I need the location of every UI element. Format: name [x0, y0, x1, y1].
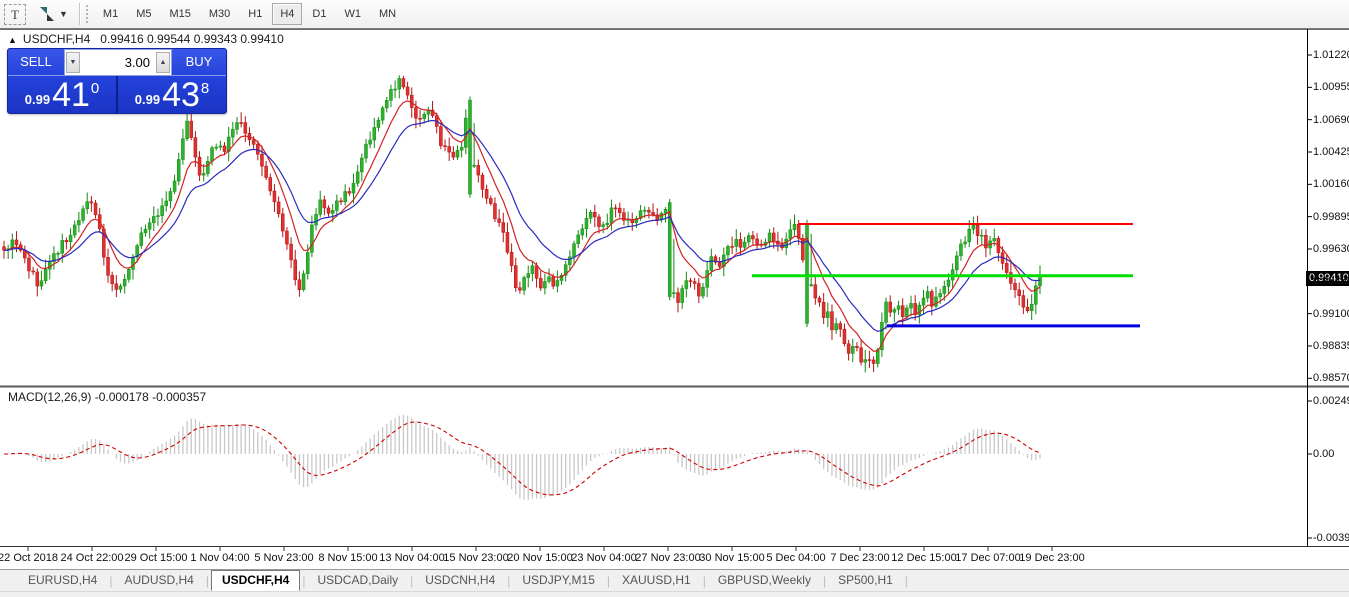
time-axis-label: 17 Dec 07:00 [955, 552, 1021, 564]
macd-axis-label: 0.00 [1313, 448, 1335, 460]
chevron-down-icon: ▼ [59, 9, 68, 19]
tab-separator: | [410, 573, 414, 588]
chart-tab-bar: EURUSD,H4 | AUDUSD,H4 | USDCHF,H4 | USDCAD,Dai… [0, 569, 1349, 591]
macd-indicator-label: MACD(12,26,9) -0.000178 -0.000357 [8, 390, 207, 404]
chart-tab-XAUUSD-H1[interactable]: XAUUSD,H1 [622, 573, 691, 587]
tab-separator: | [702, 573, 706, 588]
time-axis-label: 5 Dec 04:00 [766, 552, 826, 564]
time-axis-label: 5 Nov 23:00 [254, 552, 314, 564]
sell-button[interactable]: SELL [8, 49, 64, 76]
chart-tab-USDCHF-H4[interactable]: USDCHF,H4 [210, 570, 301, 591]
volume-stepper: ▼ 3.00 ▲ [64, 49, 172, 76]
buy-price-base: 0.99 [134, 92, 161, 107]
time-axis-label: 22 Oct 2018 [0, 552, 58, 564]
macd-axis-label: -0.003913 [1313, 532, 1349, 544]
tab-separator: | [109, 573, 113, 588]
chart-tab-SP500-H1[interactable]: SP500,H1 [838, 573, 893, 587]
buy-price[interactable]: 0.99 43 8 [118, 76, 226, 113]
time-axis-label: 7 Dec 23:00 [830, 552, 890, 564]
timeframe-button-M1[interactable]: M1 [102, 8, 119, 20]
time-axis-label: 30 Nov 15:00 [699, 552, 765, 564]
chart-window[interactable]: ▲ USDCHF,H4 0.99416 0.99544 0.99343 0.9941… [0, 29, 1349, 569]
price-axis-label: 0.99630 [1313, 242, 1349, 255]
price-axis-label: 1.00160 [1313, 178, 1349, 191]
time-axis-label: 1 Nov 04:00 [190, 552, 250, 564]
tab-separator: | [302, 573, 306, 588]
time-axis-label: 19 Dec 23:00 [1019, 552, 1085, 564]
current-price-tag: 0.99410 [1306, 271, 1349, 286]
timeframe-button-W1[interactable]: W1 [344, 8, 361, 20]
price-axis-label: 0.99100 [1313, 307, 1349, 320]
volume-increase-button[interactable]: ▲ [156, 52, 170, 73]
price-axis-label: 1.00425 [1313, 145, 1349, 158]
tab-separator: | [205, 573, 209, 588]
macd-axis-label: 0.002492 [1313, 395, 1349, 407]
tab-separator: | [507, 573, 511, 588]
timeframe-button-M30[interactable]: M30 [208, 8, 231, 20]
timeframe-button-MN[interactable]: MN [378, 8, 397, 20]
buy-price-point: 8 [200, 80, 210, 97]
timeframe-button-M15[interactable]: M15 [169, 8, 191, 20]
price-axis-label: 0.98835 [1313, 339, 1349, 352]
toolbar-separator [78, 3, 81, 25]
price-axis-label: 0.98570 [1313, 372, 1349, 385]
price-axis-label: 1.01220 [1313, 49, 1349, 61]
sell-price-pips: 41 [52, 76, 90, 114]
time-axis-label: 13 Nov 04:00 [379, 552, 445, 564]
price-axis-label: 0.99365 [1313, 275, 1349, 288]
price-axis-label: 1.00955 [1313, 81, 1349, 94]
time-axis-label: 27 Nov 23:00 [635, 552, 701, 564]
top-toolbar: T ▼ M1 M5 M15 M30 H1 H4 D1 W1 MN [0, 0, 1349, 29]
chart-canvas[interactable] [0, 29, 1349, 569]
collapse-panel-icon[interactable]: ▲ [8, 35, 17, 45]
time-axis-label: 8 Nov 15:00 [318, 552, 378, 564]
time-axis-label: 24 Oct 22:00 [60, 552, 124, 564]
time-axis-label: 29 Oct 15:00 [124, 552, 188, 564]
tab-separator: | [606, 573, 610, 588]
one-click-trading-panel: SELL ▼ 3.00 ▲ BUY 0.99 41 0 0.99 43 8 [7, 48, 227, 114]
chart-ohlc-values: 0.99416 0.99544 0.99343 0.99410 [100, 32, 284, 46]
chart-title: ▲ USDCHF,H4 0.99416 0.99544 0.99343 0.9941… [8, 32, 284, 46]
text-tool-button[interactable]: T [4, 3, 26, 25]
sell-price-base: 0.99 [24, 92, 51, 107]
time-axis-label: 12 Dec 15:00 [891, 552, 957, 564]
status-bar [0, 591, 1349, 597]
timeframe-button-H4[interactable]: H4 [272, 3, 303, 25]
buy-price-pips: 43 [162, 76, 200, 114]
price-axis-label: 0.99895 [1313, 210, 1349, 223]
time-axis-label: 20 Nov 15:00 [507, 552, 573, 564]
chart-tab-AUDUSD-H4[interactable]: AUDUSD,H4 [124, 573, 194, 587]
chart-tab-GBPUSD-Weekly[interactable]: GBPUSD,Weekly [717, 573, 811, 587]
chart-symbol: USDCHF,H4 [22, 32, 91, 46]
order-arrows-icon [39, 6, 55, 22]
volume-input[interactable]: 3.00 [124, 55, 150, 70]
timeframe-button-H1[interactable]: H1 [248, 8, 263, 20]
price-axis-label: 1.00690 [1313, 113, 1349, 126]
time-axis-label: 23 Nov 04:00 [571, 552, 637, 564]
tab-separator: | [904, 573, 908, 588]
buy-button[interactable]: BUY [172, 49, 226, 76]
sell-price-point: 0 [90, 80, 100, 97]
chart-tab-USDCNH-H4[interactable]: USDCNH,H4 [425, 573, 496, 587]
timeframe-toolbar: M1 M5 M15 M30 H1 H4 D1 W1 MN [94, 3, 405, 25]
volume-decrease-button[interactable]: ▼ [66, 52, 80, 73]
timeframe-button-D1[interactable]: D1 [312, 8, 327, 20]
time-axis-label: 15 Nov 23:00 [443, 552, 509, 564]
timeframe-button-M5[interactable]: M5 [136, 8, 152, 20]
order-tool-button[interactable]: ▼ [36, 3, 71, 25]
tab-separator: | [822, 573, 827, 588]
sell-price[interactable]: 0.99 41 0 [8, 76, 118, 113]
chart-tab-EURUSD-H4[interactable]: EURUSD,H4 [28, 573, 98, 587]
chart-tab-USDJPY-M15[interactable]: USDJPY,M15 [522, 573, 595, 587]
chart-tab-USDCAD-Daily[interactable]: USDCAD,Daily [317, 573, 399, 587]
toolbar-grip[interactable] [85, 5, 88, 23]
